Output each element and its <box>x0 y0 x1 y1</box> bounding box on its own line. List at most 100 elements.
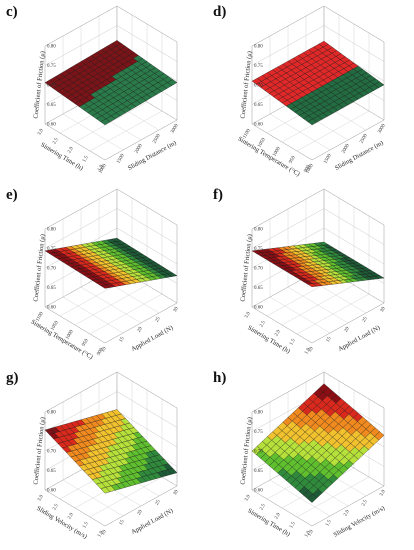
x-tick-label: 2.5 <box>259 320 267 328</box>
x-tick-label: 2.5 <box>259 503 267 511</box>
y-tick-label: 30 <box>173 489 180 496</box>
y-tick-label: 15 <box>119 336 126 343</box>
x-tick-label: 1000 <box>272 146 282 158</box>
x-tick-label: 2.0 <box>67 146 75 154</box>
panel-label: e) <box>6 187 18 203</box>
x-tick-label: 1.0 <box>97 164 105 172</box>
panel: 0.60 0.65 0.70 0.75 0.80 3.0 2.5 2.0 1.5 1.010 15 2… <box>213 187 387 355</box>
z-tick-label: 0.65 <box>47 286 56 291</box>
z-axis-title: Coefficient of Friction (μ) <box>239 51 253 119</box>
z-tick-label: 0.70 <box>254 267 263 272</box>
y-tick-label: 3000 <box>170 123 180 135</box>
y-tick-label: 2000 <box>134 143 144 155</box>
panel-label: f) <box>213 187 223 203</box>
z-tick-label: 0.60 <box>254 306 263 311</box>
panel-label: c) <box>6 4 18 20</box>
surface-cell <box>307 118 318 126</box>
y-tick-label: 2.0 <box>343 509 351 517</box>
x-tick-label: 3.0 <box>244 494 252 502</box>
y-tick-label: 2500 <box>359 133 369 145</box>
x-tick-label: 2.5 <box>52 137 60 145</box>
x-tick-label: 1050 <box>50 320 60 332</box>
panel-label: d) <box>213 4 226 20</box>
z-tick-label: 0.65 <box>254 286 263 291</box>
y-tick-label: 2500 <box>152 133 162 145</box>
x-tick-label: 1050 <box>257 137 267 149</box>
x-tick-label: 1.0 <box>304 347 312 355</box>
x-tick-label: 1100 <box>242 128 251 139</box>
x-tick-label: 1.0 <box>304 530 312 538</box>
y-tick-label: 20 <box>137 326 144 333</box>
z-tick-label: 0.75 <box>47 430 56 435</box>
x-tick-label: 2.0 <box>67 512 75 520</box>
x-axis-title: Sintering Time (h) <box>246 324 291 355</box>
y-tick-label: 1000 <box>305 163 315 175</box>
x-tick-label: 3.0 <box>37 128 45 136</box>
y-axis-title: Sliding Distance (m) <box>127 139 178 171</box>
panel: 0.600.650.700.750.803.02.52.01.51.01.01.… <box>213 370 387 539</box>
z-axis-title: Coefficient of Friction (μ) <box>32 234 46 302</box>
y-tick-label: 10 <box>101 346 108 353</box>
y-tick-label: 25 <box>155 316 162 323</box>
panel-label: g) <box>6 370 19 386</box>
z-tick-label: 0.75 <box>47 64 56 69</box>
x-tick-label: 1100 <box>35 311 44 322</box>
x-tick-label: 2.5 <box>52 503 60 511</box>
surface-cell <box>307 493 318 503</box>
z-tick-label: 0.80 <box>47 411 56 416</box>
x-tick-label: 2.0 <box>274 329 282 337</box>
panel: 0.600.650.700.750.8011001050100095090010… <box>6 187 180 361</box>
z-tick-label: 0.70 <box>47 267 56 272</box>
z-tick-label: 0.65 <box>47 469 56 474</box>
x-tick-label: 1.5 <box>289 521 297 529</box>
y-tick-label: 1.5 <box>325 519 333 527</box>
surface-cell <box>307 283 318 287</box>
y-tick-label: 3.0 <box>379 489 387 497</box>
x-tick-label: 3.0 <box>37 494 45 502</box>
z-axis-title: Coefficient of Friction (μ) <box>239 417 253 485</box>
z-tick-label: 0.60 <box>47 489 56 494</box>
x-tick-label: 950 <box>289 155 297 164</box>
y-tick-label: 3000 <box>377 123 387 135</box>
y-axis-title: Applied Load (N) <box>337 324 381 353</box>
surface-cell <box>100 118 111 126</box>
y-tick-label: 10 <box>101 529 108 536</box>
z-axis-title: Coefficient of Friction (μ) <box>32 51 46 119</box>
x-tick-label: 900 <box>97 347 105 356</box>
y-axis-title: Sliding Distance (m) <box>334 139 385 171</box>
surface-cell <box>100 284 111 289</box>
y-axis-title: Applied Load (N) <box>130 507 174 536</box>
x-tick-label: 1.0 <box>97 530 105 538</box>
z-tick-label: 0.65 <box>254 469 263 474</box>
y-tick-label: 15 <box>326 336 333 343</box>
y-tick-label: 2.5 <box>361 499 369 507</box>
y-tick-label: 1500 <box>116 153 126 165</box>
z-tick-label: 0.75 <box>254 430 263 435</box>
x-tick-label: 1.5 <box>289 338 297 346</box>
z-tick-label: 0.80 <box>254 45 263 50</box>
x-tick-label: 950 <box>82 338 90 347</box>
z-axis-title: Coefficient of Friction (μ) <box>239 234 253 302</box>
z-tick-label: 0.75 <box>47 247 56 252</box>
z-tick-label: 0.80 <box>254 411 263 416</box>
y-tick-label: 25 <box>362 316 369 323</box>
y-axis-title: Applied Load (N) <box>130 324 174 353</box>
y-tick-label: 20 <box>137 509 144 516</box>
z-axis-title: Coefficient of Friction (μ) <box>32 417 46 485</box>
z-tick-label: 0.60 <box>47 123 56 128</box>
y-tick-label: 1.0 <box>307 529 315 537</box>
y-tick-label: 2000 <box>341 143 351 155</box>
y-tick-label: 10 <box>308 346 315 353</box>
z-tick-label: 0.70 <box>47 84 56 89</box>
panel: 0.600.650.700.750.8011001050100095090010… <box>213 4 387 178</box>
y-tick-label: 20 <box>344 326 351 333</box>
z-tick-label: 0.60 <box>254 123 263 128</box>
y-tick-label: 1500 <box>323 153 333 165</box>
x-tick-label: 3.0 <box>244 311 252 319</box>
y-tick-label: 1000 <box>98 163 108 175</box>
z-tick-label: 0.75 <box>254 64 263 69</box>
surface-cell <box>100 487 111 494</box>
z-tick-label: 0.70 <box>254 84 263 89</box>
